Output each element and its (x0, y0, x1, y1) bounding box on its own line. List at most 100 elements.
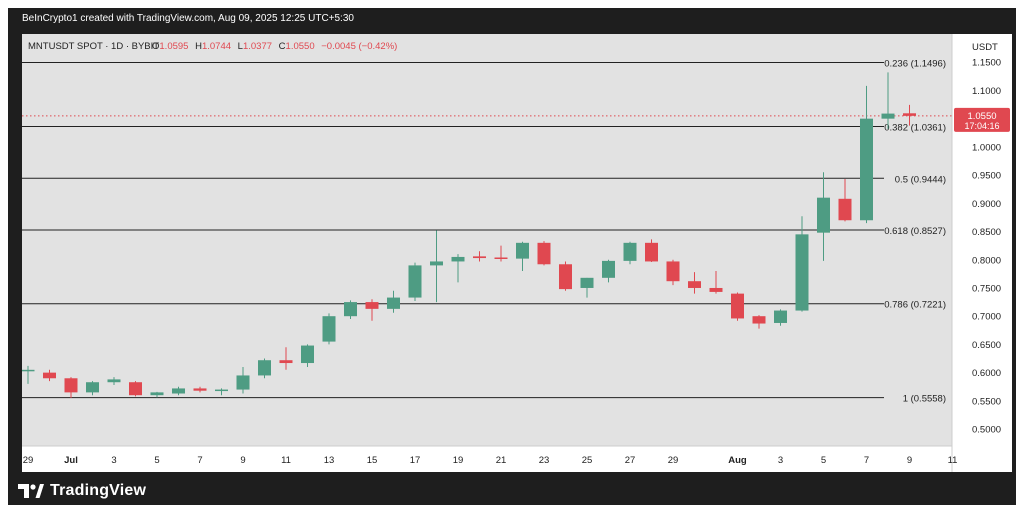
candle-body (365, 302, 379, 309)
x-tick-label: 11 (281, 455, 291, 466)
x-tick-label: 21 (496, 455, 507, 466)
candle-body (645, 242, 658, 262)
x-tick-label: 9 (240, 455, 245, 466)
chart-svg[interactable]: MNTUSDT SPOT · 1D · BYBIT O1.0595 H1.074… (21, 34, 1012, 472)
fib-label: 0.786 (0.7221) (884, 300, 946, 311)
high-value: 1.0744 (202, 41, 231, 52)
candle-body (43, 372, 56, 379)
x-tick-label: 7 (864, 455, 869, 466)
change-value: −0.0045 (−0.42%) (321, 41, 397, 52)
y-tick-label: 1.0000 (972, 142, 1001, 153)
x-tick-label: Jul (64, 455, 78, 466)
attribution-header: BeInCrypto1 created with TradingView.com… (22, 13, 354, 24)
x-tick-label: 5 (821, 455, 826, 466)
y-tick-label: 1.1000 (972, 86, 1001, 97)
low-value: 1.0377 (243, 41, 272, 52)
candle-body (215, 389, 228, 392)
x-tick-label: 29 (668, 455, 679, 466)
fib-label: 0.5 (0.9444) (895, 174, 946, 185)
candle-body (301, 345, 314, 364)
candle-body (688, 281, 701, 288)
candle-body (236, 375, 250, 390)
x-axis: 29 Jul 3 5 7 9 11 13 15 17 19 21 23 25 27 29 Aug 3 5 7 9 11 (23, 455, 958, 466)
x-tick-label: 25 (582, 455, 593, 466)
fib-levels: 0.236 (1.1496) 0.382 (1.0361) 0.5 (0.9444)… (22, 58, 946, 405)
candle-body (774, 310, 787, 323)
x-tick-label: 3 (778, 455, 783, 466)
x-tick-label: 23 (539, 455, 550, 466)
open-prefix: O (152, 41, 159, 52)
y-tick-label: 0.8500 (972, 227, 1001, 238)
fib-label: 0.236 (1.1496) (884, 58, 946, 69)
symbol-label: MNTUSDT SPOT · 1D · BYBIT (28, 41, 159, 52)
y-tick-label: 0.5500 (972, 396, 1001, 407)
open-value: 1.0595 (159, 41, 188, 52)
candle-body (64, 378, 78, 393)
candle-body (279, 360, 293, 364)
candle-body (21, 369, 35, 372)
candle-body (559, 264, 572, 290)
candles (21, 72, 916, 399)
candle-body (172, 388, 185, 394)
candle-body (903, 113, 916, 116)
candle-body (817, 197, 830, 233)
tradingview-brand: TradingView (18, 482, 146, 500)
candle-body (838, 198, 852, 221)
last-price-badge (954, 107, 1010, 132)
y-tick-label: 0.6500 (972, 340, 1001, 351)
x-tick-label: 9 (907, 455, 912, 466)
fib-label: 0.382 (1.0361) (884, 123, 946, 134)
candle-body (516, 242, 529, 259)
candle-body (709, 287, 723, 292)
x-tick-label: 7 (197, 455, 202, 466)
candle-body (537, 242, 551, 265)
x-tick-label: 11 (948, 455, 958, 466)
candle-body (430, 261, 443, 266)
candle-body (387, 297, 400, 309)
candle-body (623, 242, 637, 261)
x-tick-label: 15 (367, 455, 378, 466)
high-prefix: H (195, 41, 202, 52)
candle-body (666, 261, 680, 282)
x-tick-label: Aug (728, 455, 747, 466)
candle-body (752, 316, 766, 324)
candle-body (473, 256, 486, 259)
candle-body (451, 256, 465, 262)
tradingview-wordmark: TradingView (50, 482, 147, 499)
y-tick-label: 0.5000 (972, 425, 1001, 436)
x-tick-label: 3 (111, 455, 116, 466)
last-price-label: 1.0550 (967, 111, 996, 122)
tradingview-logo-icon (18, 484, 44, 498)
y-tick-label: 0.9500 (972, 171, 1001, 182)
y-tick-label: 0.7500 (972, 283, 1001, 294)
close-prefix: C (279, 41, 286, 52)
candle-body (731, 293, 744, 319)
bar-countdown-label: 17:04:16 (964, 121, 999, 131)
candle-body (86, 382, 99, 393)
x-tick-label: 5 (154, 455, 159, 466)
x-tick-label: 17 (410, 455, 421, 466)
price-chart[interactable]: MNTUSDT SPOT · 1D · BYBIT O1.0595 H1.074… (21, 34, 1012, 472)
candle-body (107, 379, 121, 383)
candle-body (150, 392, 164, 396)
candle-body (129, 382, 142, 396)
x-tick-label: 13 (324, 455, 335, 466)
y-tick-label: 0.9000 (972, 199, 1001, 210)
currency-label: USDT (972, 42, 998, 53)
y-tick-label: 1.1500 (972, 58, 1001, 69)
candle-body (881, 113, 895, 119)
y-tick-label: 0.8000 (972, 255, 1001, 266)
ohlc-readout: O1.0595 H1.0744 L1.0377 C1.0550 −0.0045 … (152, 41, 397, 52)
plot-background (22, 34, 952, 446)
candle-body (193, 388, 207, 391)
candle-body (795, 234, 809, 311)
close-value: 1.0550 (286, 41, 315, 52)
y-tick-label: 0.6000 (972, 368, 1001, 379)
screenshot-frame: BeInCrypto1 created with TradingView.com… (8, 8, 1016, 505)
fib-label: 0.618 (0.8527) (884, 226, 946, 237)
candle-body (860, 118, 873, 221)
candle-body (408, 265, 422, 298)
fib-label: 1 (0.5558) (903, 394, 946, 405)
y-tick-label: 0.7000 (972, 312, 1001, 323)
